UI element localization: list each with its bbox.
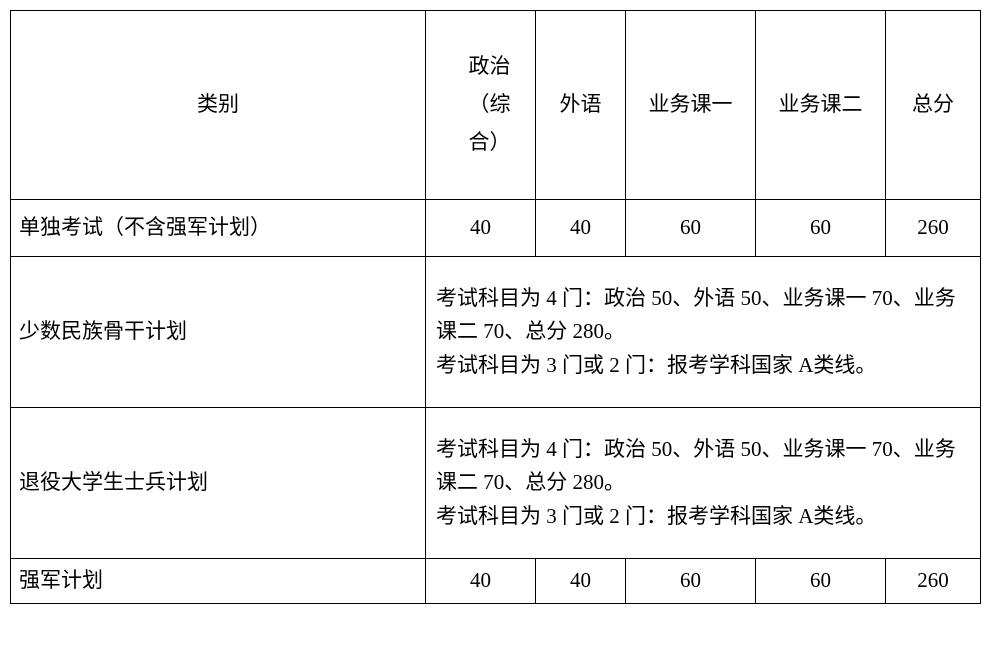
row-category-label: 强军计划 bbox=[19, 568, 103, 592]
col-header-politics-l1: 政治 bbox=[469, 48, 511, 86]
col-header-politics-l3: 合） bbox=[469, 124, 511, 162]
cell-subject1: 60 bbox=[626, 559, 756, 604]
row-category: 退役大学生士兵计划 bbox=[11, 408, 426, 559]
col-header-category: 类别 bbox=[11, 11, 426, 200]
cell-politics: 40 bbox=[426, 559, 536, 604]
col-header-category-label: 类别 bbox=[197, 92, 239, 116]
col-header-subject1-label: 业务课一 bbox=[649, 92, 733, 116]
cell-subject1: 60 bbox=[626, 200, 756, 257]
table-row: 少数民族骨干计划 考试科目为 4 门：政治 50、外语 50、业务课一 70、业… bbox=[11, 257, 981, 408]
col-header-subject2-label: 业务课二 bbox=[779, 92, 863, 116]
col-header-foreign-lang: 外语 bbox=[536, 11, 626, 200]
table-row: 单独考试（不含强军计划） 40 40 60 60 260 bbox=[11, 200, 981, 257]
table-row: 退役大学生士兵计划 考试科目为 4 门：政治 50、外语 50、业务课一 70、… bbox=[11, 408, 981, 559]
col-header-subject2: 业务课二 bbox=[756, 11, 886, 200]
col-header-foreign-lang-label: 外语 bbox=[560, 92, 602, 116]
cell-subject2: 60 bbox=[756, 200, 886, 257]
row-merged-text: 考试科目为 4 门：政治 50、外语 50、业务课一 70、业务课二 70、总分… bbox=[436, 286, 956, 377]
row-category: 单独考试（不含强军计划） bbox=[11, 200, 426, 257]
row-category-label: 单独考试（不含强军计划） bbox=[19, 215, 271, 239]
col-header-subject1: 业务课一 bbox=[626, 11, 756, 200]
col-header-total-label: 总分 bbox=[912, 92, 954, 116]
row-category: 少数民族骨干计划 bbox=[11, 257, 426, 408]
cell-total: 260 bbox=[886, 200, 981, 257]
cell-foreign-lang: 40 bbox=[536, 559, 626, 604]
cell-total: 260 bbox=[886, 559, 981, 604]
row-merged-description: 考试科目为 4 门：政治 50、外语 50、业务课一 70、业务课二 70、总分… bbox=[426, 408, 981, 559]
row-category: 强军计划 bbox=[11, 559, 426, 604]
col-header-total: 总分 bbox=[886, 11, 981, 200]
row-merged-description: 考试科目为 4 门：政治 50、外语 50、业务课一 70、业务课二 70、总分… bbox=[426, 257, 981, 408]
table-row: 强军计划 40 40 60 60 260 bbox=[11, 559, 981, 604]
row-category-label: 少数民族骨干计划 bbox=[19, 319, 187, 343]
row-category-label: 退役大学生士兵计划 bbox=[19, 470, 208, 494]
cell-politics: 40 bbox=[426, 200, 536, 257]
col-header-politics-l2: （综 bbox=[469, 86, 511, 124]
cell-subject2: 60 bbox=[756, 559, 886, 604]
col-header-politics: 政治 （综 合） bbox=[426, 11, 536, 200]
table-header-row: 类别 政治 （综 合） 外语 业务课一 业务课二 总分 bbox=[11, 11, 981, 200]
score-table: 类别 政治 （综 合） 外语 业务课一 业务课二 总分 单独考试（不含强军计划）… bbox=[10, 10, 981, 604]
cell-foreign-lang: 40 bbox=[536, 200, 626, 257]
row-merged-text: 考试科目为 4 门：政治 50、外语 50、业务课一 70、业务课二 70、总分… bbox=[436, 437, 956, 528]
